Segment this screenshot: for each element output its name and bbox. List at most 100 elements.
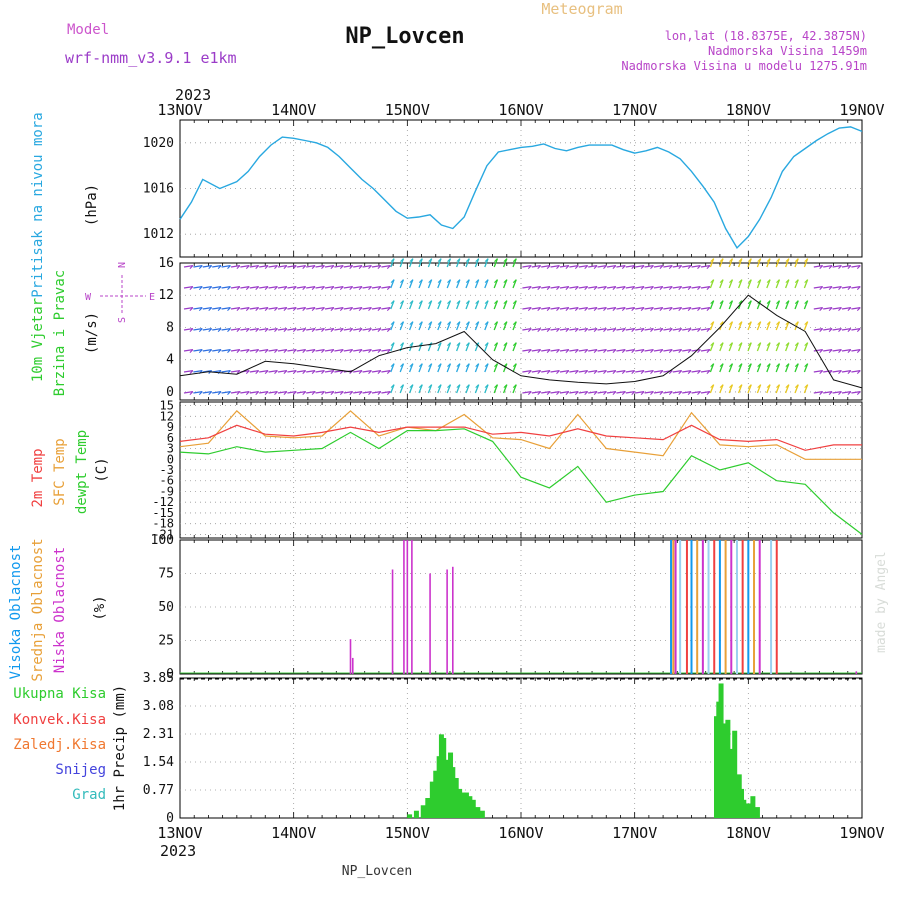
wind-barb-flag: [678, 349, 683, 354]
wind-barb: [616, 391, 626, 394]
wind-barb: [794, 342, 799, 352]
precip-bar: [413, 810, 419, 818]
precip-bar: [441, 738, 447, 818]
precip-bar: [463, 792, 469, 818]
wind-barb: [559, 391, 569, 394]
wind-unit: (m/s): [84, 312, 100, 354]
wind-barb: [747, 363, 752, 373]
wind-barb: [823, 391, 833, 394]
wind-barb-flag: [556, 265, 560, 270]
precip-bar: [450, 767, 456, 818]
wind-barb: [747, 258, 752, 268]
wind-barb: [700, 349, 710, 352]
wind-barb: [381, 265, 391, 268]
wind-barb: [550, 370, 560, 373]
precipitation-ytick-label: 3.08: [143, 699, 174, 714]
wind-barb: [851, 370, 861, 373]
wind-barb-flag: [377, 391, 382, 396]
wind-barb-flag: [283, 265, 288, 270]
wind-barb-flag: [678, 286, 683, 291]
wind-barb: [465, 279, 470, 289]
wind-barb: [512, 363, 517, 373]
wind-barb-flag: [494, 321, 498, 326]
wind-barb-flag: [804, 342, 809, 347]
wind-barb-flag: [283, 328, 288, 333]
wind-barb-flag: [339, 391, 344, 396]
wind-barb: [230, 328, 240, 331]
wind-barb: [663, 328, 673, 331]
wind-barb-flag: [838, 349, 842, 354]
wind-barb: [597, 307, 607, 310]
xtick-label-top: 18NOV: [726, 101, 771, 119]
wind-barb: [353, 286, 363, 289]
wind-barb: [522, 307, 532, 310]
wind-barb-flag: [659, 307, 664, 312]
wind-barb: [841, 349, 851, 352]
wind-barb: [315, 286, 325, 289]
wind-barb-flag: [456, 363, 461, 368]
wind-barb: [353, 370, 363, 373]
wind-barb-flag: [856, 349, 861, 354]
wind-barb-flag: [330, 265, 335, 270]
wind-barb-flag: [390, 363, 395, 368]
wind-barb-flag: [292, 370, 297, 375]
wind-barb: [606, 265, 616, 268]
wind-barb-flag: [302, 370, 307, 375]
wind-barb: [803, 258, 809, 268]
wind-barb-flag: [631, 370, 636, 375]
wind-barb: [578, 391, 588, 394]
wind-barb-flag: [311, 286, 316, 291]
wind-barb-flag: [437, 384, 442, 389]
wind-barb-flag: [208, 328, 213, 333]
wind-barb-flag: [856, 265, 861, 270]
wind-label-2: Brzina i Pravac: [52, 270, 68, 396]
wind-barb: [240, 265, 250, 268]
wind-barb: [306, 391, 316, 394]
wind-barb-flag: [377, 265, 382, 270]
precipitation-ytick-label: 3.85: [143, 671, 174, 686]
wind-barb-flag: [847, 286, 852, 291]
wind-barb-flag: [819, 328, 824, 333]
temp-label-2m: 2m Temp: [30, 448, 46, 507]
wind-barb: [841, 286, 851, 289]
wind-barb-flag: [245, 265, 250, 270]
wind-barb: [644, 391, 654, 394]
wind-barb-flag: [390, 279, 395, 284]
wind-barb-flag: [785, 363, 790, 368]
precip-bar: [420, 805, 426, 818]
wind-barb-flag: [264, 307, 269, 312]
wind-barb: [635, 307, 645, 310]
wind-barb: [437, 258, 442, 268]
wind-barb-flag: [264, 349, 269, 354]
wind-barb-flag: [503, 342, 508, 347]
wind-barb: [315, 391, 325, 394]
wind-barb-flag: [565, 286, 570, 291]
wind-barb: [408, 258, 414, 268]
wind-barb-flag: [621, 307, 626, 312]
wind-barb: [813, 370, 823, 373]
wind-barb: [381, 307, 391, 310]
wind-barb: [324, 349, 334, 352]
wind-barb: [212, 391, 222, 394]
wind-barb-flag: [339, 349, 344, 354]
wind-barb-flag: [719, 384, 724, 389]
wind-barb-flag: [236, 328, 241, 333]
wind-barb: [541, 370, 551, 373]
wind-barb-flag: [640, 349, 645, 354]
wind-barb-flag: [785, 384, 790, 389]
wind-barb-flag: [574, 370, 579, 375]
wind-barb: [616, 265, 626, 268]
precip-bar: [475, 807, 481, 818]
wind-barb-flag: [650, 391, 654, 396]
wind-barb-flag: [245, 286, 250, 291]
wind-barb: [202, 265, 212, 268]
wind-barb-flag: [729, 258, 733, 263]
wind-barb: [512, 342, 517, 352]
cloud-ytick-label: 0: [166, 667, 174, 682]
wind-barb: [559, 349, 569, 352]
wind-barb: [324, 286, 334, 289]
wind-barb-flag: [678, 328, 683, 333]
wind-barb: [455, 258, 461, 268]
wind-barb-flag: [418, 300, 423, 305]
wind-barb-flag: [794, 279, 799, 284]
